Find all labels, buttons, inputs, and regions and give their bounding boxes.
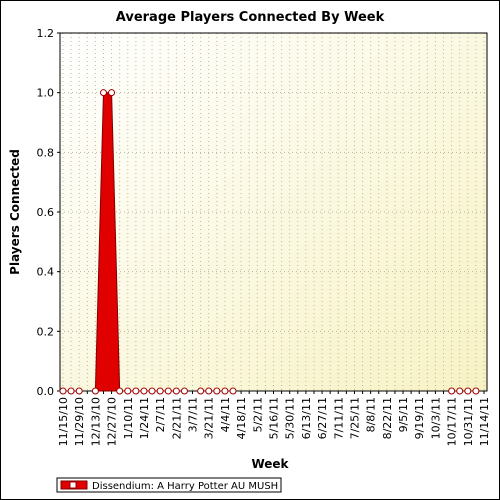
point-marker (140, 387, 148, 395)
y-tick-label: 0.4 (37, 266, 55, 279)
x-tick-label: 10/17/11 (446, 397, 459, 446)
point-marker (448, 387, 456, 395)
x-tick-label: 5/2/11 (251, 397, 264, 432)
legend-label: Dissendium: A Harry Potter AU MUSH (92, 481, 278, 492)
y-tick-label: 0.0 (37, 385, 55, 398)
point-marker (172, 387, 180, 395)
x-tick-label: 9/19/11 (413, 397, 426, 439)
x-tick-label: 6/27/11 (316, 397, 329, 439)
legend-marker (69, 481, 77, 489)
plot-area (60, 33, 487, 391)
point-marker (472, 387, 480, 395)
point-marker (132, 387, 140, 395)
x-tick-label: 11/29/10 (73, 397, 86, 446)
x-tick-label: 2/21/11 (170, 397, 183, 439)
point-marker (197, 387, 205, 395)
x-tick-label: 1/24/11 (138, 397, 151, 439)
x-tick-label: 6/13/11 (300, 397, 313, 439)
y-tick-label: 1.0 (37, 87, 55, 100)
point-marker (156, 387, 164, 395)
point-marker (99, 89, 107, 97)
point-marker (116, 387, 124, 395)
x-tick-label: 3/21/11 (203, 397, 216, 439)
x-tick-label: 7/11/11 (332, 397, 345, 439)
x-tick-label: 8/22/11 (381, 397, 394, 439)
x-tick-label: 4/4/11 (219, 397, 232, 432)
point-marker (108, 89, 116, 97)
point-marker (148, 387, 156, 395)
x-tick-label: 10/3/11 (429, 397, 442, 439)
x-tick-label: 8/8/11 (365, 397, 378, 432)
x-tick-label: 11/15/10 (57, 397, 70, 446)
point-marker (124, 387, 132, 395)
point-marker (205, 387, 213, 395)
x-tick-label: 12/27/10 (106, 397, 119, 446)
point-marker (221, 387, 229, 395)
x-tick-label: 11/14/11 (478, 397, 491, 446)
x-tick-label: 2/7/11 (154, 397, 167, 432)
x-axis-title: Week (251, 457, 289, 471)
point-marker (456, 387, 464, 395)
x-tick-label: 1/10/11 (122, 397, 135, 439)
x-tick-label: 12/13/10 (89, 397, 102, 446)
point-marker (213, 387, 221, 395)
y-tick-label: 0.8 (37, 146, 55, 159)
y-tick-label: 0.6 (37, 206, 55, 219)
plot-border (59, 32, 488, 392)
x-tick-label: 5/16/11 (268, 397, 281, 439)
y-axis-title: Players Connected (8, 149, 22, 275)
point-marker (59, 387, 67, 395)
point-marker (164, 387, 172, 395)
point-marker (91, 387, 99, 395)
x-tick-label: 3/7/11 (187, 397, 200, 432)
y-tick-label: 1.2 (37, 27, 55, 40)
point-marker (67, 387, 75, 395)
legend (56, 477, 282, 493)
point-marker (75, 387, 83, 395)
x-tick-label: 10/31/11 (462, 397, 475, 446)
y-tick-label: 0.2 (37, 325, 55, 338)
x-tick-label: 9/5/11 (397, 397, 410, 432)
point-marker (180, 387, 188, 395)
x-tick-label: 7/25/11 (348, 397, 361, 439)
x-tick-label: 5/30/11 (284, 397, 297, 439)
x-tick-label: 4/18/11 (235, 397, 248, 439)
point-marker (229, 387, 237, 395)
point-marker (464, 387, 472, 395)
chart-title: Average Players Connected By Week (116, 10, 385, 25)
